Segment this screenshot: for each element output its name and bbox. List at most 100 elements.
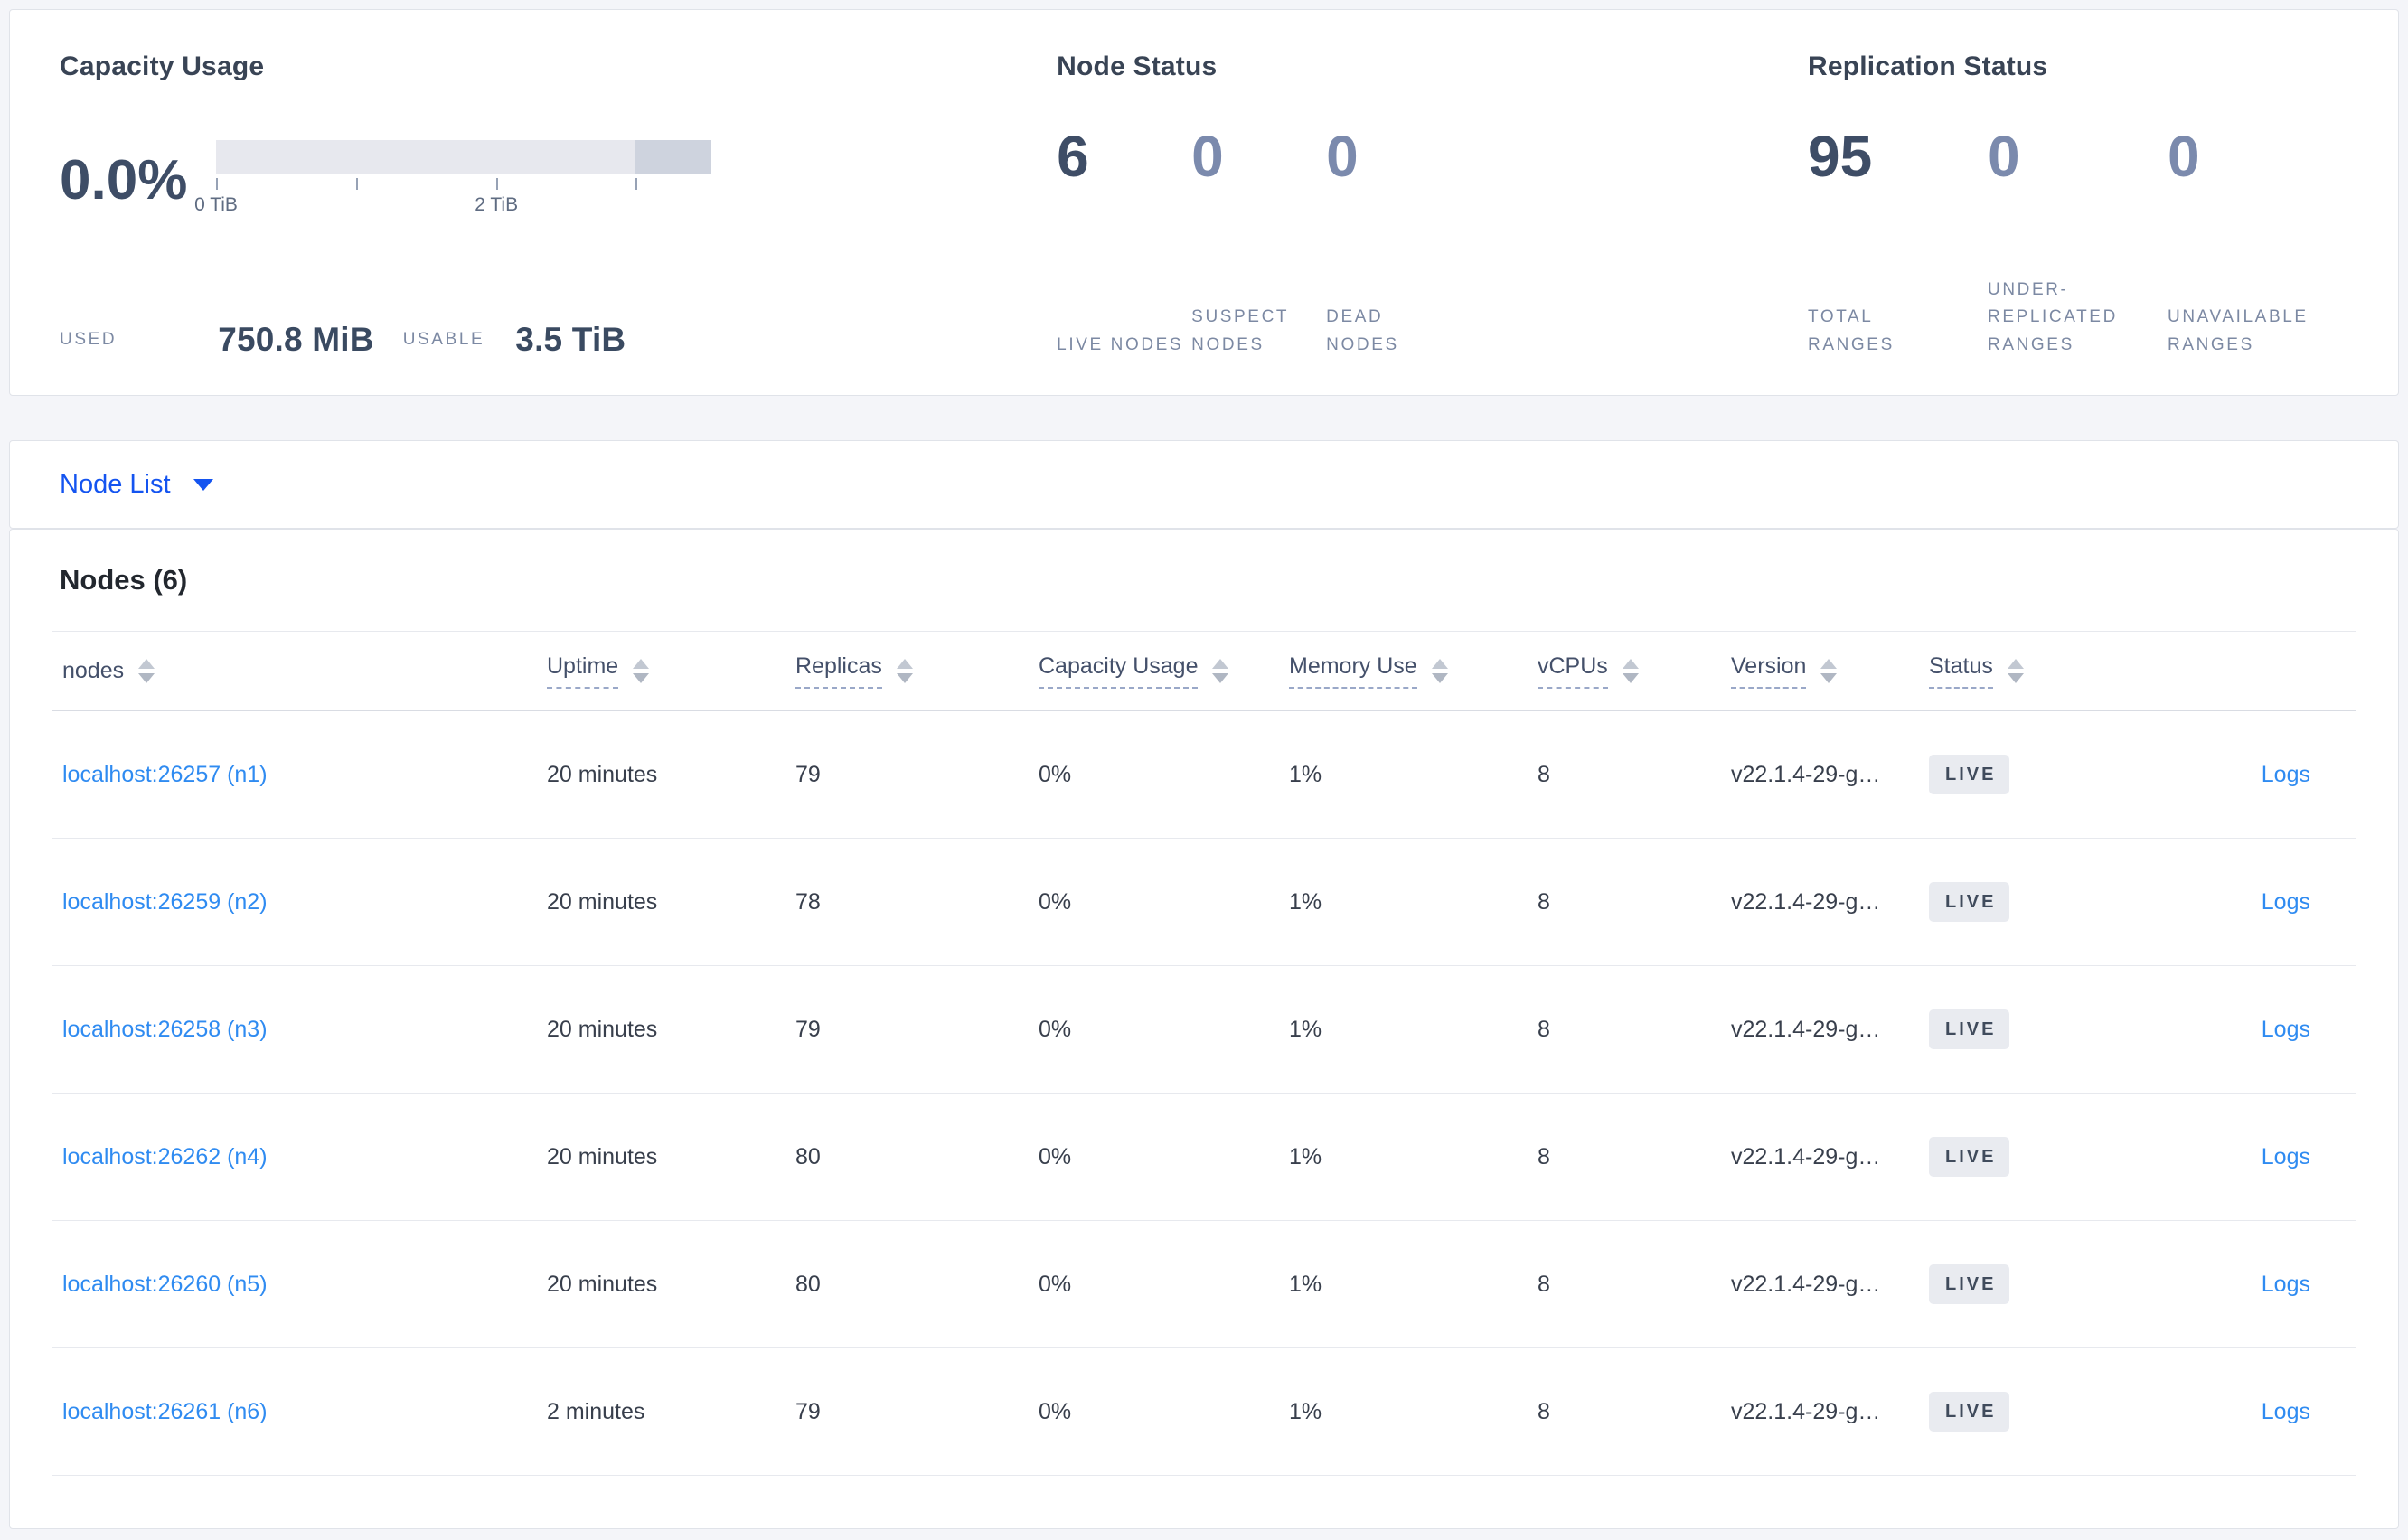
- total-ranges-stat: 95 TOTAL RANGES: [1808, 127, 1988, 359]
- capacity-usage-cell: 0%: [1039, 761, 1072, 787]
- view-selector-bar: Node List: [9, 440, 2399, 529]
- column-header-replicas[interactable]: Replicas: [795, 653, 1039, 689]
- capacity-usage-cell: 0%: [1039, 1271, 1072, 1297]
- vcpus-cell: 8: [1538, 1398, 1550, 1424]
- axis-tickmark: [496, 178, 499, 190]
- logs-link[interactable]: Logs: [2261, 1016, 2310, 1042]
- version-cell: v22.1.4-29-g…: [1731, 1271, 1881, 1297]
- sort-icon[interactable]: [1212, 659, 1229, 683]
- dead-nodes-value: 0: [1326, 124, 1359, 189]
- version-cell: v22.1.4-29-g…: [1731, 1398, 1881, 1424]
- live-nodes-stat: 6 LIVE NODES: [1057, 127, 1191, 359]
- memory-use-cell: 1%: [1289, 1143, 1322, 1169]
- live-nodes-value: 6: [1057, 124, 1089, 189]
- logs-link[interactable]: Logs: [2261, 1398, 2310, 1424]
- version-cell: v22.1.4-29-g…: [1731, 1016, 1881, 1042]
- under-replicated-ranges-value: 0: [1988, 124, 2020, 189]
- unavailable-ranges-stat: 0 UNAVAILABLE RANGES: [2168, 127, 2347, 359]
- replicas-cell: 78: [795, 888, 821, 915]
- capacity-used-percent: 0.0%: [60, 149, 188, 211]
- logs-link[interactable]: Logs: [2261, 888, 2310, 915]
- usable-label: USABLE: [402, 330, 485, 349]
- column-header-memory-use[interactable]: Memory Use: [1289, 653, 1538, 689]
- nodes-table-header: nodes Uptime Replicas Capacity Usage Mem…: [52, 631, 2356, 711]
- node-list-dropdown[interactable]: Node List: [60, 470, 213, 500]
- node-list-dropdown-label: Node List: [60, 469, 171, 499]
- column-header-version[interactable]: Version: [1731, 653, 1929, 689]
- uptime-cell: 20 minutes: [547, 1271, 658, 1297]
- capacity-usage-title: Capacity Usage: [60, 52, 265, 81]
- node-link[interactable]: localhost:26259 (n2): [62, 888, 268, 915]
- node-status-panel: Node Status 6 LIVE NODES 0 SUSPECT NODES…: [1057, 52, 1808, 359]
- column-header-uptime[interactable]: Uptime: [547, 653, 795, 689]
- status-badge: LIVE: [1929, 882, 2010, 922]
- suspect-nodes-value: 0: [1191, 124, 1224, 189]
- uptime-cell: 20 minutes: [547, 888, 658, 915]
- under-replicated-ranges-stat: 0 UNDER-REPLICATED RANGES: [1988, 127, 2168, 359]
- nodes-table-body: localhost:26257 (n1) 20 minutes 79 0% 1%…: [52, 711, 2356, 1476]
- node-status-title: Node Status: [1057, 52, 1218, 81]
- capacity-bar-dark-segment: [635, 140, 711, 174]
- usable-value: 3.5 TiB: [515, 321, 626, 358]
- capacity-usage-cell: 0%: [1039, 1143, 1072, 1169]
- sort-icon[interactable]: [2007, 659, 2024, 683]
- node-link[interactable]: localhost:26260 (n5): [62, 1271, 268, 1297]
- uptime-cell: 20 minutes: [547, 761, 658, 787]
- vcpus-cell: 8: [1538, 1016, 1550, 1042]
- dead-nodes-label: DEAD NODES: [1326, 307, 1399, 354]
- column-header-vcpus[interactable]: vCPUs: [1538, 653, 1731, 689]
- column-header-status[interactable]: Status: [1929, 653, 2132, 689]
- sort-icon[interactable]: [1622, 659, 1639, 683]
- memory-use-cell: 1%: [1289, 1398, 1322, 1424]
- table-row: localhost:26259 (n2) 20 minutes 78 0% 1%…: [52, 839, 2356, 966]
- axis-tickmark: [216, 178, 218, 190]
- memory-use-cell: 1%: [1289, 761, 1322, 787]
- sort-icon[interactable]: [633, 659, 650, 683]
- version-cell: v22.1.4-29-g…: [1731, 1143, 1881, 1169]
- replicas-cell: 79: [795, 1016, 821, 1042]
- sort-icon[interactable]: [138, 659, 155, 683]
- vcpus-cell: 8: [1538, 1271, 1550, 1297]
- replication-status-title: Replication Status: [1808, 52, 2048, 81]
- vcpus-cell: 8: [1538, 888, 1550, 915]
- unavailable-ranges-value: 0: [2168, 124, 2200, 189]
- caret-down-icon: [193, 478, 213, 491]
- replicas-cell: 80: [795, 1143, 821, 1169]
- status-badge: LIVE: [1929, 1009, 2010, 1049]
- status-badge: LIVE: [1929, 1137, 2010, 1177]
- column-header-capacity-usage[interactable]: Capacity Usage: [1039, 653, 1289, 689]
- suspect-nodes-label: SUSPECT NODES: [1191, 307, 1289, 354]
- node-link[interactable]: localhost:26258 (n3): [62, 1016, 268, 1042]
- table-row: localhost:26260 (n5) 20 minutes 80 0% 1%…: [52, 1221, 2356, 1348]
- node-link[interactable]: localhost:26261 (n6): [62, 1398, 268, 1424]
- axis-tickmark: [635, 178, 638, 190]
- memory-use-cell: 1%: [1289, 888, 1322, 915]
- uptime-cell: 2 minutes: [547, 1398, 645, 1424]
- capacity-usage-cell: 0%: [1039, 1016, 1072, 1042]
- memory-use-cell: 1%: [1289, 1271, 1322, 1297]
- capacity-usage-cell: 0%: [1039, 888, 1072, 915]
- under-replicated-ranges-label: UNDER-REPLICATED RANGES: [1988, 279, 2118, 354]
- version-cell: v22.1.4-29-g…: [1731, 888, 1881, 915]
- node-link[interactable]: localhost:26262 (n4): [62, 1143, 268, 1169]
- axis-tick-label: 2 TiB: [475, 194, 519, 215]
- capacity-usage-panel: Capacity Usage 0.0% 0 TiB 2 TiB USED 750.…: [60, 52, 1057, 359]
- replicas-cell: 79: [795, 1398, 821, 1424]
- node-link[interactable]: localhost:26257 (n1): [62, 761, 268, 787]
- sort-icon[interactable]: [1820, 659, 1838, 683]
- column-header-nodes[interactable]: nodes: [52, 658, 547, 684]
- table-row: localhost:26262 (n4) 20 minutes 80 0% 1%…: [52, 1094, 2356, 1221]
- table-row: localhost:26261 (n6) 2 minutes 79 0% 1% …: [52, 1348, 2356, 1476]
- capacity-axis-ticks: [216, 177, 711, 191]
- logs-link[interactable]: Logs: [2261, 761, 2310, 787]
- total-ranges-value: 95: [1808, 124, 1873, 189]
- vcpus-cell: 8: [1538, 761, 1550, 787]
- unavailable-ranges-label: UNAVAILABLE RANGES: [2168, 307, 2309, 354]
- axis-tick-label: 0 TiB: [194, 194, 238, 215]
- capacity-bar: [216, 140, 711, 174]
- logs-link[interactable]: Logs: [2261, 1271, 2310, 1297]
- logs-link[interactable]: Logs: [2261, 1143, 2310, 1169]
- sort-icon[interactable]: [896, 659, 913, 683]
- axis-tickmark: [356, 178, 359, 190]
- sort-icon[interactable]: [1431, 659, 1448, 683]
